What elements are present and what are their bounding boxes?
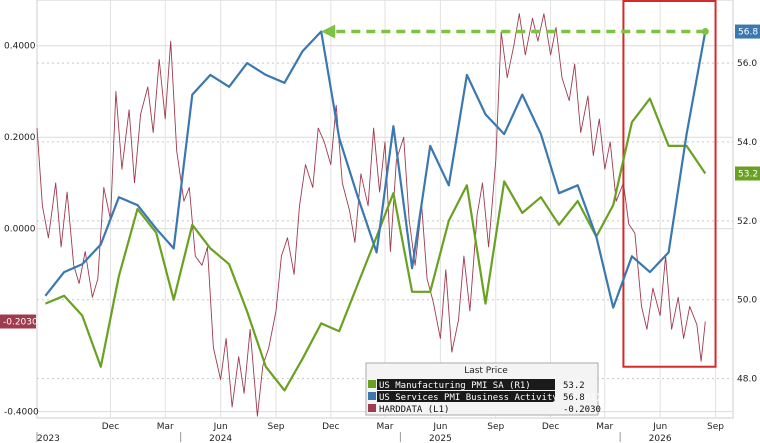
left-axis-tick-label: 0.4000: [4, 42, 36, 52]
x-axis-month-label: Mar: [157, 422, 174, 432]
dashed-arrow-origin: [701, 28, 709, 36]
right-axis-tick-label: 54.0: [737, 138, 757, 148]
x-axis-month-label: Jun: [652, 422, 667, 432]
legend-label-bg: [377, 391, 555, 402]
legend-entry-label: US Services PMI Business Activity SA (R1…: [379, 393, 601, 403]
manufacturing-last-value-tag: 53.2: [738, 170, 758, 180]
legend-label-bg: [377, 379, 555, 390]
services-last-value-tag-bg: [735, 24, 760, 39]
left-axis-tick-label: 0.2000: [4, 133, 36, 143]
x-axis-month-label: Sep: [487, 422, 504, 432]
legend-header: Last Price: [464, 366, 508, 376]
legend-entry-value: 56.8: [563, 393, 585, 403]
harddata-last-value-tag-bg: [0, 314, 36, 329]
right-axis-tick-label: 50.0: [737, 296, 757, 306]
legend-entry-value: -0.2030: [563, 405, 601, 415]
x-axis-month-label: Dec: [542, 422, 559, 432]
legend-swatch: [368, 380, 376, 388]
legend-swatch: [368, 404, 376, 412]
x-axis-month-label: Sep: [268, 422, 285, 432]
right-axis-tick-label: 52.0: [737, 217, 757, 227]
x-axis-year-label: 2026: [649, 434, 672, 443]
services-pmi-line: [44, 30, 707, 309]
x-axis-month-label: Sep: [707, 422, 724, 432]
x-axis-year-label: 2024: [209, 434, 232, 443]
legend-entry-label: HARDDATA (L1): [379, 405, 449, 415]
x-axis-month-label: Mar: [377, 422, 394, 432]
harddata-line: [36, 13, 706, 417]
right-axis-tick-label: 48.0: [737, 375, 757, 385]
left-axis-tick-label: 0.0000: [4, 225, 36, 235]
legend-entry-value: 53.2: [563, 381, 585, 391]
services-last-value-tag: 56.8: [738, 28, 758, 38]
legend-swatch: [368, 392, 376, 400]
x-axis-month-label: Dec: [102, 422, 119, 432]
dashed-arrow-head: [321, 24, 336, 39]
x-axis-month-label: Jun: [213, 422, 228, 432]
x-axis-month-label: Mar: [596, 422, 613, 432]
x-axis-month-label: Dec: [322, 422, 339, 432]
x-axis-month-label: Jun: [432, 422, 447, 432]
right-axis-tick-label: 56.0: [737, 59, 757, 69]
x-axis-year-label: 2023: [37, 434, 60, 443]
x-axis-year-label: 2025: [429, 434, 452, 443]
left-axis-tick-label: -0.4000: [4, 408, 39, 418]
harddata-last-value-tag: -0.2030: [3, 318, 38, 328]
legend-entry-label: US Manufacturing PMI SA (R1): [379, 381, 531, 391]
manufacturing-last-value-tag-bg: [735, 166, 760, 181]
